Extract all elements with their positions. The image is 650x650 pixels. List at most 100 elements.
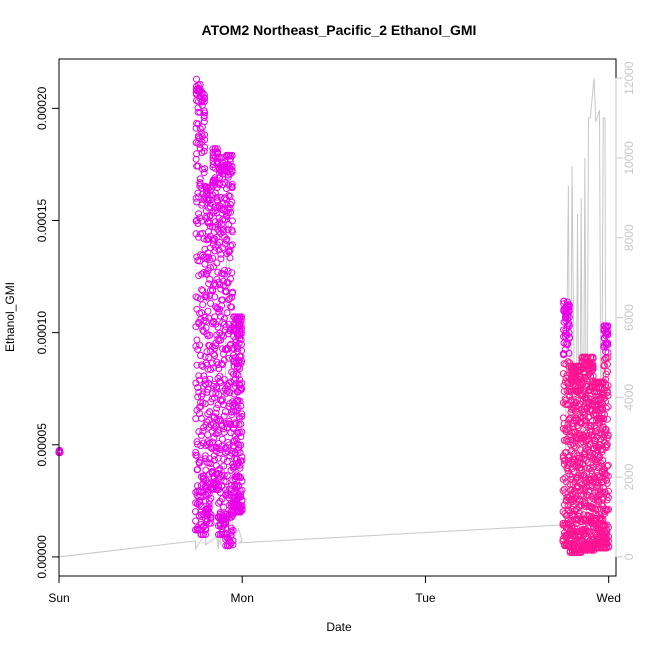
data-point [213,404,221,412]
data-point [224,173,232,181]
data-point [225,192,233,200]
data-point [560,297,568,305]
data-point [565,322,573,330]
data-point [218,331,226,339]
data-point [593,446,601,454]
data-point [192,508,199,516]
data-point [201,314,209,321]
data-point [211,394,218,402]
data-point [201,165,209,173]
data-point [214,323,222,331]
data-point [234,371,242,379]
data-point [194,393,202,401]
data-point [571,456,579,464]
data-point [199,390,207,398]
data-point [604,403,612,411]
data-point [567,525,574,533]
data-point [587,467,595,475]
data-point [220,356,228,364]
data-point [560,350,568,358]
data-point [582,457,590,465]
data-point [586,440,594,448]
data-point [602,425,609,433]
data-point [205,500,213,508]
data-point [201,455,209,463]
data-point [602,384,610,392]
data-point [603,476,610,484]
data-point [215,499,223,507]
data-point [605,533,613,541]
data-point [575,503,583,511]
data-point [590,489,598,497]
data-point [589,355,597,362]
data-point [236,365,244,372]
data-point [227,513,235,521]
data-point [565,302,573,310]
data-point [604,349,612,357]
data-point [219,244,227,252]
data-point [228,217,236,225]
data-point [238,357,246,365]
data-point [225,379,233,387]
data-point [605,506,612,513]
data-point [236,464,244,472]
data-point [226,295,234,302]
data-point [604,322,612,330]
data-point [221,194,229,202]
data-point [226,254,234,262]
data-point [193,438,201,446]
data-point [238,496,246,504]
data-point [197,531,205,538]
data-point [225,402,233,410]
data-point [605,523,612,531]
data-point [200,91,208,99]
data-point [211,247,219,255]
data-point [604,392,612,399]
data-point [237,315,245,323]
data-point [560,457,568,465]
data-point [217,417,225,425]
data-point [214,268,222,276]
data-point [202,490,210,498]
y2-tick-label: 2000 [622,463,636,490]
data-point [223,458,231,465]
data-point [238,428,246,436]
data-point [604,330,612,338]
data-point [600,415,608,423]
data-point [563,425,571,433]
data-point [211,380,218,388]
data-point [198,270,206,278]
data-point [215,181,223,189]
data-point [605,542,613,550]
data-point [585,431,593,439]
data-point [220,455,228,463]
data-point [214,335,222,343]
data-point [207,494,215,502]
data-point [228,180,236,188]
data-point [237,336,245,344]
data-point [204,410,212,418]
y-axis-left: 0.00000 0.00005 0.00010 0.00015 0.00020 [35,86,60,579]
data-point [580,386,588,394]
data-point [202,466,210,474]
data-point [207,264,214,272]
data-point [216,202,223,210]
data-point [604,341,612,349]
data-point [204,431,212,439]
data-point [194,466,202,473]
data-point [603,480,611,487]
data-point [589,362,597,370]
data-point [196,125,204,133]
data-point [233,428,241,436]
data-point [215,278,223,286]
data-point [213,383,221,390]
data-point [604,354,612,362]
data-point [600,361,608,369]
data-point [214,361,222,369]
data-point [200,114,208,122]
data-point [200,98,208,105]
data-point [192,488,200,496]
x-axis-label: Date [326,620,352,634]
data-point [601,522,609,530]
